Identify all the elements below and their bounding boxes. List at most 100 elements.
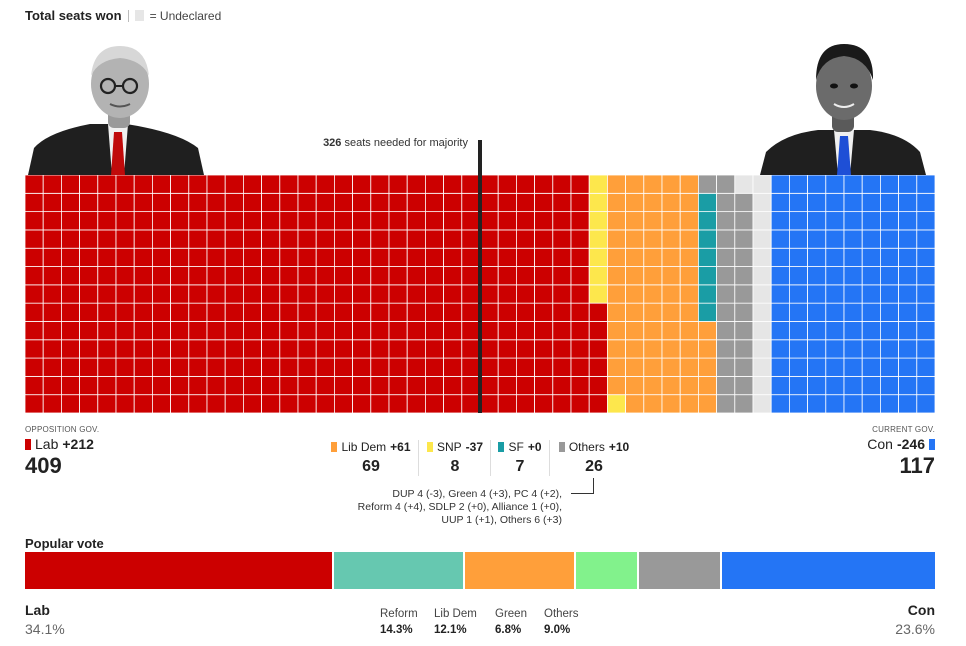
party-libdem: Lib Dem +61 69 (326, 440, 416, 476)
seat-cell-lab (497, 175, 517, 194)
popular-vote-segment-lab (25, 552, 333, 589)
seat-cell-undeclared (752, 266, 772, 286)
seat-cell-lib-dem (661, 321, 681, 341)
seat-cell-lab (552, 266, 572, 286)
seat-cell-lab (515, 247, 535, 267)
snp-seats: 8 (450, 458, 460, 475)
seat-cell-lab (352, 229, 372, 249)
seat-cell-lab (515, 284, 535, 304)
seat-cell-lab (79, 394, 99, 413)
seat-cell-lib-dem (643, 394, 663, 413)
seat-cell-lab (370, 284, 390, 304)
seat-cell-undeclared (752, 247, 772, 267)
seat-cell-lab (424, 229, 444, 249)
seat-cell-lib-dem (625, 247, 645, 267)
seat-cell-con (825, 247, 845, 267)
seat-cell-lab (497, 229, 517, 249)
seat-cell-lab (333, 284, 353, 304)
seat-cell-con (898, 266, 918, 286)
seat-cell-lab (297, 229, 317, 249)
seat-cell-lab (261, 321, 281, 341)
con-seats: 117 (899, 453, 936, 478)
seat-cell-con (825, 375, 845, 396)
seat-cell-lab (534, 175, 554, 194)
seat-cell-lab (133, 339, 153, 359)
sf-name: SF (508, 440, 524, 454)
seat-cell-lab (534, 284, 554, 304)
seat-cell-con (880, 302, 900, 322)
seat-cell-lib-dem (679, 284, 699, 304)
seat-cell-lab (242, 394, 262, 413)
seat-cell-undeclared (752, 357, 772, 377)
seat-cell-con (843, 284, 863, 304)
majority-line (478, 140, 482, 413)
seat-cell-lab (515, 321, 535, 341)
seat-cell-lab (42, 321, 62, 341)
seat-cell-con (898, 247, 918, 267)
seat-cell-con (843, 357, 863, 377)
seat-cell-others (734, 284, 754, 304)
seat-cell-lib-dem (625, 284, 645, 304)
seat-cell-lab (352, 284, 372, 304)
seat-cell-lab (261, 375, 281, 396)
seat-cell-lab (79, 357, 99, 377)
seat-cell-undeclared (734, 175, 754, 194)
seat-cell-con (916, 339, 935, 359)
seat-cell-lab (115, 375, 135, 396)
seat-cell-lab (224, 375, 244, 396)
seat-cell-lib-dem (625, 321, 645, 341)
seat-cell-lab (115, 247, 135, 267)
seat-cell-lab (25, 266, 44, 286)
seat-cell-lib-dem (679, 247, 699, 267)
lab-name: Lab (35, 436, 59, 452)
seat-cell-lab (515, 302, 535, 322)
seat-cell-lab (570, 175, 590, 194)
seat-cell-lib-dem (607, 302, 627, 322)
seat-cell-lib-dem (698, 375, 718, 396)
seat-cell-lab (25, 375, 44, 396)
seat-cell-lab (497, 192, 517, 213)
seat-cell-lab (333, 357, 353, 377)
seat-cell-lab (315, 302, 335, 322)
seat-cell-con (916, 247, 935, 267)
seat-cell-lab (42, 247, 62, 267)
seat-cell-lab (206, 211, 226, 231)
seat-cell-others (734, 375, 754, 396)
seat-cell-con (880, 284, 900, 304)
seat-cell-lab (206, 175, 226, 194)
seat-cell-con (898, 229, 918, 249)
popular-vote-segment-lib-dem (465, 552, 575, 589)
seat-cell-lab (206, 284, 226, 304)
seat-cell-lab (224, 321, 244, 341)
seat-cell-lib-dem (679, 339, 699, 359)
seat-cell-lab (588, 357, 608, 377)
seat-cell-lab (133, 247, 153, 267)
seat-cell-lab (61, 175, 81, 194)
seat-cell-lab (25, 284, 44, 304)
seat-cell-lab (279, 375, 299, 396)
seat-cell-lab (261, 266, 281, 286)
seat-cell-lab (534, 321, 554, 341)
seat-cell-lab (61, 284, 81, 304)
sf-swatch (498, 442, 505, 452)
seat-cell-lab (279, 284, 299, 304)
seat-cell-lab (479, 375, 499, 396)
seat-cell-lab (279, 229, 299, 249)
seat-cell-lab (333, 302, 353, 322)
seat-cell-lab (188, 266, 208, 286)
pv-reform: Reform 14.3% (380, 608, 418, 636)
seat-cell-lab (261, 394, 281, 413)
seat-cell-lab (352, 302, 372, 322)
seat-cell-lab (479, 321, 499, 341)
seat-cell-lab (297, 192, 317, 213)
seat-cell-lab (188, 302, 208, 322)
seat-cell-lib-dem (643, 357, 663, 377)
seat-cell-lib-dem (643, 266, 663, 286)
seat-cell-lab (388, 357, 408, 377)
majority-seats: 326 (323, 137, 342, 149)
pv-green: Green 6.8% (495, 608, 527, 636)
seat-cell-lab (97, 394, 117, 413)
seat-cell-lab (115, 339, 135, 359)
seat-cell-con (789, 375, 809, 396)
seat-cell-lab (479, 175, 499, 194)
